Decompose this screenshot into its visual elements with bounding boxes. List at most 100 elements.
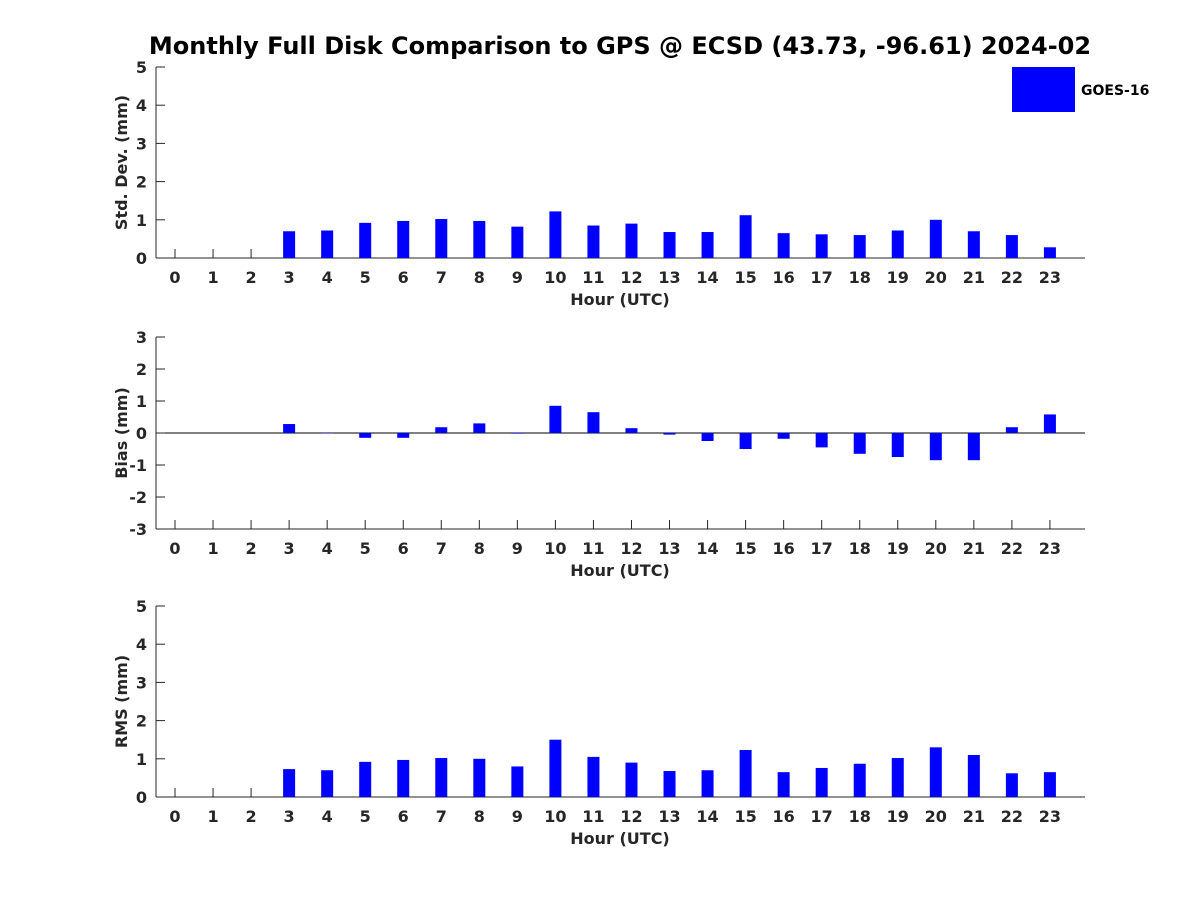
- bar-hour-3: [283, 424, 296, 433]
- bar-hour-8: [473, 220, 486, 258]
- x-axis-label: Hour (UTC): [570, 561, 670, 580]
- bar-hour-3: [283, 769, 296, 797]
- bar-hour-13: [663, 232, 676, 258]
- x-tick-label: 13: [658, 807, 680, 826]
- x-tick-label: 7: [436, 807, 447, 826]
- legend: GOES-16: [1012, 67, 1149, 112]
- x-tick-label: 7: [436, 268, 447, 287]
- y-tick-label: 0: [136, 249, 147, 268]
- bar-hour-13: [663, 771, 676, 797]
- x-tick-label: 9: [512, 807, 523, 826]
- x-tick-label: 22: [1001, 807, 1023, 826]
- x-tick-label: 21: [963, 807, 985, 826]
- bar-hour-16: [777, 433, 790, 439]
- y-tick-label: 4: [136, 635, 147, 654]
- x-tick-label: 2: [246, 539, 257, 558]
- x-tick-label: 23: [1039, 807, 1061, 826]
- x-tick-label: 0: [169, 268, 180, 287]
- bar-hour-16: [777, 233, 790, 258]
- x-tick-label: 4: [322, 539, 333, 558]
- x-tick-label: 9: [512, 268, 523, 287]
- bar-hour-9: [511, 766, 524, 797]
- bar-hour-14: [701, 232, 714, 258]
- bar-hour-5: [359, 761, 372, 797]
- y-axis-label: Std. Dev. (mm): [112, 95, 131, 230]
- y-tick-label: -2: [129, 488, 147, 507]
- bar-hour-10: [549, 739, 562, 797]
- bar-hour-9: [511, 433, 524, 434]
- bar-hour-15: [739, 215, 752, 258]
- bar-hour-23: [1043, 414, 1056, 433]
- y-tick-label: 1: [136, 392, 147, 411]
- bar-hour-7: [435, 427, 448, 433]
- x-tick-label: 1: [207, 268, 218, 287]
- bar-hour-12: [625, 762, 638, 797]
- x-tick-label: 19: [887, 539, 909, 558]
- x-tick-label: 6: [398, 807, 409, 826]
- x-tick-label: 2: [246, 807, 257, 826]
- bar-hour-4: [321, 230, 334, 258]
- bar-hour-4: [321, 433, 334, 434]
- x-tick-label: 3: [284, 268, 295, 287]
- bar-hour-20: [929, 219, 942, 258]
- legend-swatch: [1012, 67, 1075, 112]
- x-tick-label: 19: [887, 807, 909, 826]
- x-tick-label: 11: [582, 268, 604, 287]
- x-tick-label: 18: [849, 268, 871, 287]
- x-tick-label: 10: [544, 807, 566, 826]
- x-tick-label: 6: [398, 268, 409, 287]
- bar-hour-5: [359, 433, 372, 438]
- x-tick-label: 23: [1039, 268, 1061, 287]
- y-tick-label: 5: [136, 58, 147, 77]
- bar-hour-3: [283, 231, 296, 258]
- bar-hour-23: [1043, 772, 1056, 797]
- x-tick-label: 2: [246, 268, 257, 287]
- bar-hour-17: [815, 433, 828, 448]
- x-tick-label: 20: [925, 807, 947, 826]
- bar-hour-21: [967, 433, 980, 461]
- y-axis-label: RMS (mm): [112, 655, 131, 748]
- x-tick-label: 18: [849, 539, 871, 558]
- x-tick-label: 12: [620, 807, 642, 826]
- bar-hour-10: [549, 211, 562, 258]
- x-tick-label: 22: [1001, 539, 1023, 558]
- bar-hour-13: [663, 433, 676, 435]
- x-tick-label: 18: [849, 807, 871, 826]
- x-tick-label: 21: [963, 539, 985, 558]
- bar-hour-10: [549, 405, 562, 433]
- x-tick-label: 4: [322, 807, 333, 826]
- x-tick-label: 13: [658, 539, 680, 558]
- bar-hour-23: [1043, 247, 1056, 258]
- bar-hour-14: [701, 433, 714, 441]
- x-tick-label: 22: [1001, 268, 1023, 287]
- x-tick-label: 0: [169, 807, 180, 826]
- x-tick-label: 3: [284, 539, 295, 558]
- bar-hour-21: [967, 231, 980, 258]
- y-tick-label: -3: [129, 520, 147, 539]
- bar-hour-16: [777, 772, 790, 797]
- x-tick-label: 17: [811, 807, 833, 826]
- bar-hour-17: [815, 234, 828, 258]
- y-tick-label: 5: [136, 597, 147, 616]
- x-tick-label: 15: [734, 268, 756, 287]
- bar-hour-11: [587, 225, 600, 258]
- bar-hour-8: [473, 758, 486, 797]
- x-tick-label: 17: [811, 268, 833, 287]
- x-tick-label: 8: [474, 807, 485, 826]
- x-tick-label: 7: [436, 539, 447, 558]
- y-axis-label: Bias (mm): [112, 387, 131, 479]
- x-tick-label: 21: [963, 268, 985, 287]
- bar-hour-22: [1005, 235, 1018, 258]
- bar-hour-6: [397, 433, 410, 438]
- x-tick-label: 20: [925, 539, 947, 558]
- y-tick-label: 2: [136, 173, 147, 192]
- bar-hour-7: [435, 758, 448, 797]
- legend-label: GOES-16: [1081, 83, 1149, 99]
- bar-hour-14: [701, 770, 714, 797]
- bar-hour-5: [359, 222, 372, 258]
- y-tick-label: 3: [136, 673, 147, 692]
- x-tick-label: 0: [169, 539, 180, 558]
